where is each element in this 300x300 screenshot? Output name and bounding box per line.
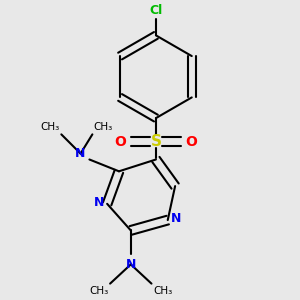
Text: CH₃: CH₃: [153, 286, 172, 296]
Text: N: N: [171, 212, 181, 225]
Text: Cl: Cl: [149, 4, 163, 17]
Text: N: N: [75, 147, 86, 160]
Text: CH₃: CH₃: [94, 122, 113, 132]
Text: CH₃: CH₃: [40, 122, 59, 132]
Text: CH₃: CH₃: [89, 286, 109, 296]
Text: N: N: [94, 196, 104, 209]
Text: N: N: [126, 258, 136, 271]
Text: O: O: [115, 135, 126, 149]
Text: O: O: [185, 135, 197, 149]
Text: S: S: [150, 134, 161, 149]
